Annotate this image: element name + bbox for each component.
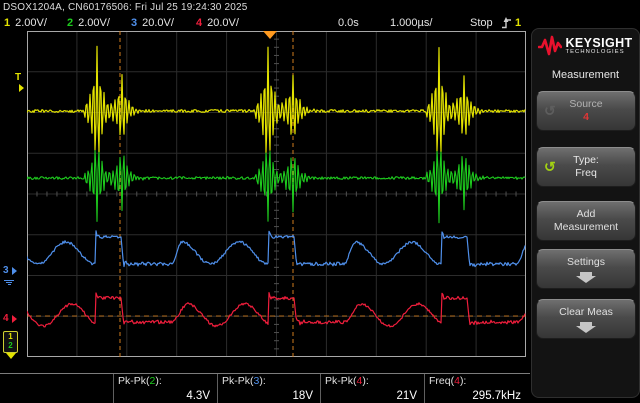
channel-2-number: 2: [67, 17, 74, 29]
channel3-ground-marker[interactable]: 3: [3, 266, 17, 285]
measurement-label: Pk-Pk(3):: [222, 375, 266, 387]
button-label: Measurement: [553, 221, 619, 233]
measurement-value: 21V: [396, 390, 417, 402]
menu-panel: KEYSIGHT TECHNOLOGIES Measurement ↺ Sourc…: [531, 28, 640, 398]
button-label: Source: [569, 98, 603, 110]
button-label: Add: [576, 208, 596, 220]
channel-3-scale[interactable]: 3 20.0V/: [131, 15, 174, 31]
ground-symbol-icon: [4, 279, 14, 285]
down-arrow-icon: [576, 275, 596, 283]
measurement-results-bar: Pk-Pk(2): 4.3V Pk-Pk(3): 18V Pk-Pk(4): 21V Fre…: [0, 373, 530, 403]
softkey-menu: KEYSIGHT TECHNOLOGIES Measurement ↺ Sourc…: [530, 0, 640, 402]
button-label: Clear Meas: [559, 305, 613, 318]
trigger-slope-icon[interactable]: [501, 17, 512, 34]
channel-4-scale[interactable]: 4 20.0V/: [196, 15, 239, 31]
button-value: 4: [583, 111, 589, 123]
channel1-2-offscreen-marker[interactable]: 1 2: [3, 331, 18, 353]
channel-1-number: 1: [4, 17, 11, 29]
channel-3-number: 3: [131, 17, 138, 29]
waveform-display[interactable]: [27, 31, 526, 357]
channel4-position-marker[interactable]: 4: [3, 314, 17, 324]
down-arrow-icon: [576, 325, 596, 333]
down-arrow-icon: [580, 321, 592, 326]
knob-arrow-icon: ↺: [544, 158, 556, 175]
measurement-value: 4.3V: [186, 390, 210, 402]
timebase-readout[interactable]: 1.000µs/: [390, 17, 433, 29]
measurement-label: Pk-Pk(2):: [118, 375, 162, 387]
channel-4-number: 4: [196, 17, 203, 29]
button-label: Settings: [567, 255, 605, 268]
channel-4-volts-per-div: 20.0V/: [207, 17, 239, 29]
button-label: Type:: [573, 154, 599, 166]
measurement-value: 295.7kHz: [472, 390, 521, 402]
channel-3-volts-per-div: 20.0V/: [142, 17, 174, 29]
measurement-label: Freq(4):: [429, 375, 467, 387]
measurement-pk-pk-ch4: Pk-Pk(4): 21V: [320, 374, 425, 403]
offscreen-down-arrow-icon: [6, 353, 16, 359]
channel-1-scale[interactable]: 1 2.00V/: [4, 15, 47, 31]
source-button[interactable]: ↺ Source 4: [536, 91, 636, 131]
measurement-value: 18V: [292, 390, 313, 402]
knob-arrow-icon: ↺: [544, 102, 556, 119]
title-bar: DSOX1204A, CN60176506: Fri Jul 25 19:24:…: [3, 2, 248, 13]
down-arrow-icon: [580, 271, 592, 276]
measurement-label: Pk-Pk(4):: [325, 375, 369, 387]
button-label: Freq: [575, 167, 597, 179]
type-button[interactable]: ↺ Type: Freq: [536, 147, 636, 187]
measurement-pk-pk-ch2: Pk-Pk(2): 4.3V: [113, 374, 218, 403]
acquisition-status[interactable]: Stop: [470, 17, 493, 29]
settings-button[interactable]: Settings: [536, 249, 636, 289]
add-measurement-button[interactable]: Add Measurement: [536, 201, 636, 241]
keysight-wave-icon: [538, 35, 563, 56]
time-offset-readout[interactable]: 0.0s: [338, 17, 359, 29]
channel-2-scale[interactable]: 2 2.00V/: [67, 15, 110, 31]
keysight-logo: KEYSIGHT TECHNOLOGIES: [532, 35, 639, 57]
menu-title: Measurement: [551, 69, 620, 81]
trigger-level-marker[interactable]: T: [15, 73, 24, 92]
measurement-freq-ch4: Freq(4): 295.7kHz: [424, 374, 529, 403]
channel-2-volts-per-div: 2.00V/: [78, 17, 110, 29]
clear-meas-button[interactable]: Clear Meas: [536, 299, 636, 339]
channel-1-volts-per-div: 2.00V/: [15, 17, 47, 29]
channel-status-bar: 1 2.00V/2 2.00V/3 20.0V/4 20.0V/ 0.0s 1.000µ…: [0, 15, 575, 34]
measurement-pk-pk-ch3: Pk-Pk(3): 18V: [217, 374, 321, 403]
trigger-source-readout[interactable]: 1: [515, 17, 522, 29]
